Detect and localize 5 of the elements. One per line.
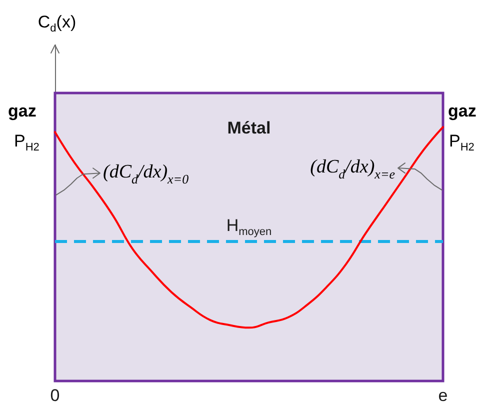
band-label: Métal xyxy=(227,118,271,138)
x-tick-label: 0 xyxy=(50,386,60,405)
text: gaz xyxy=(448,102,476,120)
text: gaz xyxy=(8,102,36,120)
x-tick-label: e xyxy=(438,386,448,405)
